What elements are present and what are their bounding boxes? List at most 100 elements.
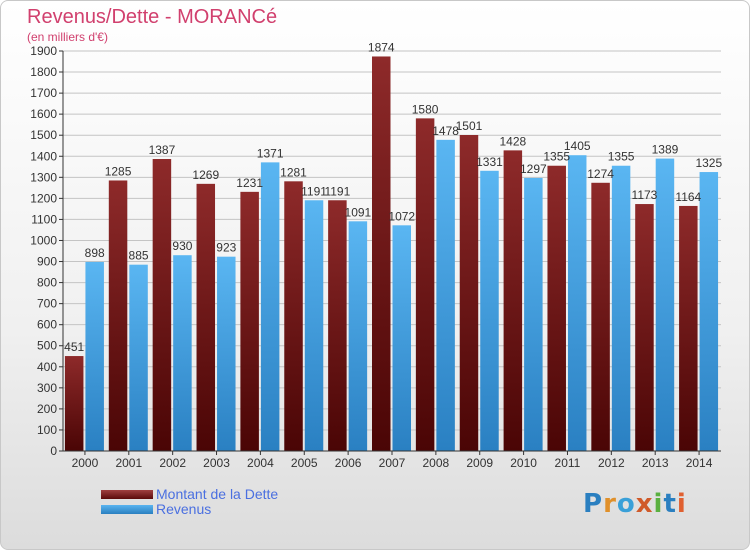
legend-swatch-revenus xyxy=(101,505,153,514)
logo-letter: o xyxy=(616,489,636,519)
bar-dette xyxy=(108,180,128,451)
data-labels: 451 898 1285 885 1387 930 1269 923 1231 1371 1281 1… xyxy=(64,40,722,354)
data-label-revenus: 1325 xyxy=(695,156,722,170)
data-label-revenus: 1191 xyxy=(301,184,327,198)
y-tick-label: 1300 xyxy=(30,170,57,184)
bar-dette xyxy=(503,150,523,452)
y-tick-label: 600 xyxy=(37,318,57,332)
bar-revenus xyxy=(129,264,148,451)
y-tick-label: 800 xyxy=(37,276,57,290)
data-label-dette: 1191 xyxy=(324,184,350,198)
bar-revenus xyxy=(173,255,192,451)
data-label-dette: 1274 xyxy=(587,167,614,181)
logo-letter: i xyxy=(653,489,664,519)
y-tick-label: 900 xyxy=(37,255,57,269)
logo-letter: P xyxy=(583,489,604,519)
data-label-revenus: 1072 xyxy=(388,209,415,223)
data-label-revenus: 923 xyxy=(216,241,236,255)
bar-dette xyxy=(635,204,654,451)
data-label-revenus: 1371 xyxy=(257,146,284,160)
legend-label-revenus: Revenus xyxy=(156,501,212,517)
data-label-revenus: 1091 xyxy=(345,205,372,219)
data-label-dette: 1355 xyxy=(543,150,570,164)
logo-letter: i xyxy=(676,489,687,519)
logo-letter: r xyxy=(603,489,617,519)
y-tick-label: 1600 xyxy=(30,107,57,121)
y-tick-label: 0 xyxy=(50,444,57,458)
bar-revenus xyxy=(217,256,236,451)
bar-revenus xyxy=(524,177,543,451)
x-tick-label: 2011 xyxy=(555,456,581,470)
y-tick-label: 100 xyxy=(37,423,57,437)
x-tick-label: 2001 xyxy=(115,456,142,470)
x-tick-label: 2012 xyxy=(598,456,625,470)
bar-revenus xyxy=(392,225,411,451)
bar-dette xyxy=(328,200,347,451)
y-tick-label: 1100 xyxy=(31,212,57,226)
x-tick-label: 2007 xyxy=(379,456,406,470)
x-tick-label: 2010 xyxy=(510,456,537,470)
bar-revenus xyxy=(304,200,324,451)
bar-revenus xyxy=(85,261,104,451)
legend-label-dette: Montant de la Dette xyxy=(156,486,279,502)
y-tick-label: 1900 xyxy=(30,44,57,58)
logo-letter: x xyxy=(635,489,654,519)
x-tick-label: 2004 xyxy=(247,456,274,470)
bar-dette xyxy=(591,182,610,451)
y-tick-label: 1700 xyxy=(30,86,57,100)
grid-lines xyxy=(63,50,721,452)
data-label-revenus: 1478 xyxy=(432,124,459,138)
bar-dette xyxy=(459,135,479,451)
y-tick-label: 400 xyxy=(37,360,57,374)
bar-dette xyxy=(284,181,303,451)
data-label-revenus: 1297 xyxy=(520,162,547,176)
data-label-dette: 1428 xyxy=(499,134,526,148)
bars xyxy=(64,56,719,452)
x-tick-label: 2014 xyxy=(686,456,713,470)
x-tick-label: 2003 xyxy=(203,456,230,470)
bar-dette xyxy=(152,159,172,451)
bar-dette xyxy=(64,356,84,451)
x-tick-label: 2000 xyxy=(72,456,99,470)
logo-letter: t xyxy=(663,489,677,519)
bar-revenus xyxy=(480,170,499,451)
data-label-dette: 1387 xyxy=(149,143,176,157)
data-label-revenus: 930 xyxy=(172,239,192,253)
y-tick-label: 300 xyxy=(37,381,57,395)
data-label-dette: 1173 xyxy=(632,188,658,202)
data-label-revenus: 1355 xyxy=(608,150,635,164)
y-tick-label: 1400 xyxy=(30,149,57,163)
data-label-dette: 451 xyxy=(64,340,84,354)
data-label-dette: 1164 xyxy=(675,190,701,204)
x-tick-label: 2008 xyxy=(423,456,450,470)
y-tick-label: 700 xyxy=(37,297,57,311)
data-label-dette: 1580 xyxy=(412,102,439,116)
data-label-revenus: 1405 xyxy=(564,139,591,153)
x-tick-label: 2013 xyxy=(642,456,669,470)
y-tick-label: 500 xyxy=(37,339,57,353)
bar-revenus xyxy=(567,155,587,452)
data-label-dette: 1501 xyxy=(456,119,483,133)
bar-dette xyxy=(196,183,216,451)
data-label-revenus: 1331 xyxy=(476,155,503,169)
x-tick-label: 2005 xyxy=(291,456,318,470)
data-label-dette: 1285 xyxy=(105,164,132,178)
data-label-dette: 1281 xyxy=(280,165,307,179)
y-tick-label: 200 xyxy=(37,402,57,416)
bar-revenus xyxy=(348,221,368,451)
data-label-revenus: 898 xyxy=(85,246,105,260)
data-label-dette: 1874 xyxy=(368,40,395,54)
bar-dette xyxy=(415,118,435,452)
bar-revenus xyxy=(436,139,455,451)
bar-revenus xyxy=(611,165,631,451)
legend-swatch-dette xyxy=(101,490,153,499)
y-tick-label: 1000 xyxy=(30,233,57,247)
y-tick-label: 1200 xyxy=(30,191,57,205)
chart-subtitle: (en milliers d'€) xyxy=(27,30,108,44)
y-tick-label: 1500 xyxy=(30,128,57,142)
x-tick-label: 2009 xyxy=(466,456,493,470)
data-label-dette: 1231 xyxy=(236,176,263,190)
bar-revenus xyxy=(655,158,675,451)
bar-dette xyxy=(679,205,698,451)
